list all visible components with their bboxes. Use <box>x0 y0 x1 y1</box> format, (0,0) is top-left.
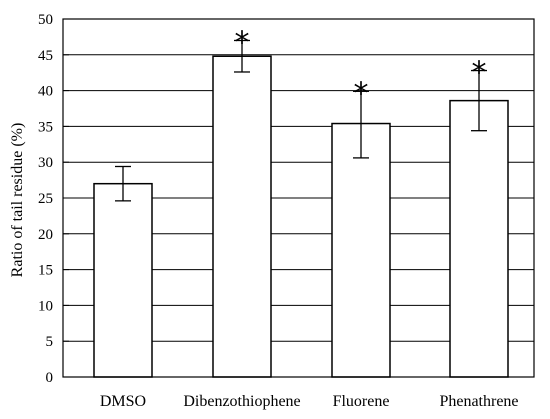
significance-marker: * <box>472 56 487 91</box>
bar <box>93 182 153 378</box>
category-label: Dibenzothiophene <box>183 393 300 410</box>
labels: 0 5 10 15 20 25 30 35 40 45 50 DMSO * Dibenzothiophen… <box>38 12 519 410</box>
y-tick-label: 35 <box>38 119 53 135</box>
bar <box>331 122 391 378</box>
y-tick-label: 40 <box>38 84 53 100</box>
y-tick-label: 10 <box>38 298 53 314</box>
category-label: Phenathrene <box>439 393 518 410</box>
plot-frame <box>62 18 535 378</box>
y-tick-label: 30 <box>38 155 53 171</box>
bar <box>212 55 272 378</box>
y-tick-label: 45 <box>38 48 53 64</box>
category-label: Fluorene <box>333 393 390 410</box>
y-tick-label: 15 <box>38 263 53 279</box>
y-tick-label: 25 <box>38 191 53 207</box>
y-axis-label: Ratio of tail residue (%) <box>9 123 26 278</box>
significance-marker: * <box>354 76 369 111</box>
y-tick-label: 50 <box>38 12 53 28</box>
bars <box>93 39 509 378</box>
category-label: DMSO <box>100 393 146 410</box>
axes <box>62 18 535 378</box>
y-tick-label: 20 <box>38 227 53 243</box>
y-tick-label: 0 <box>46 370 54 386</box>
significance-marker: * <box>235 25 250 60</box>
bar <box>449 99 509 378</box>
y-tick-label: 5 <box>46 334 54 350</box>
